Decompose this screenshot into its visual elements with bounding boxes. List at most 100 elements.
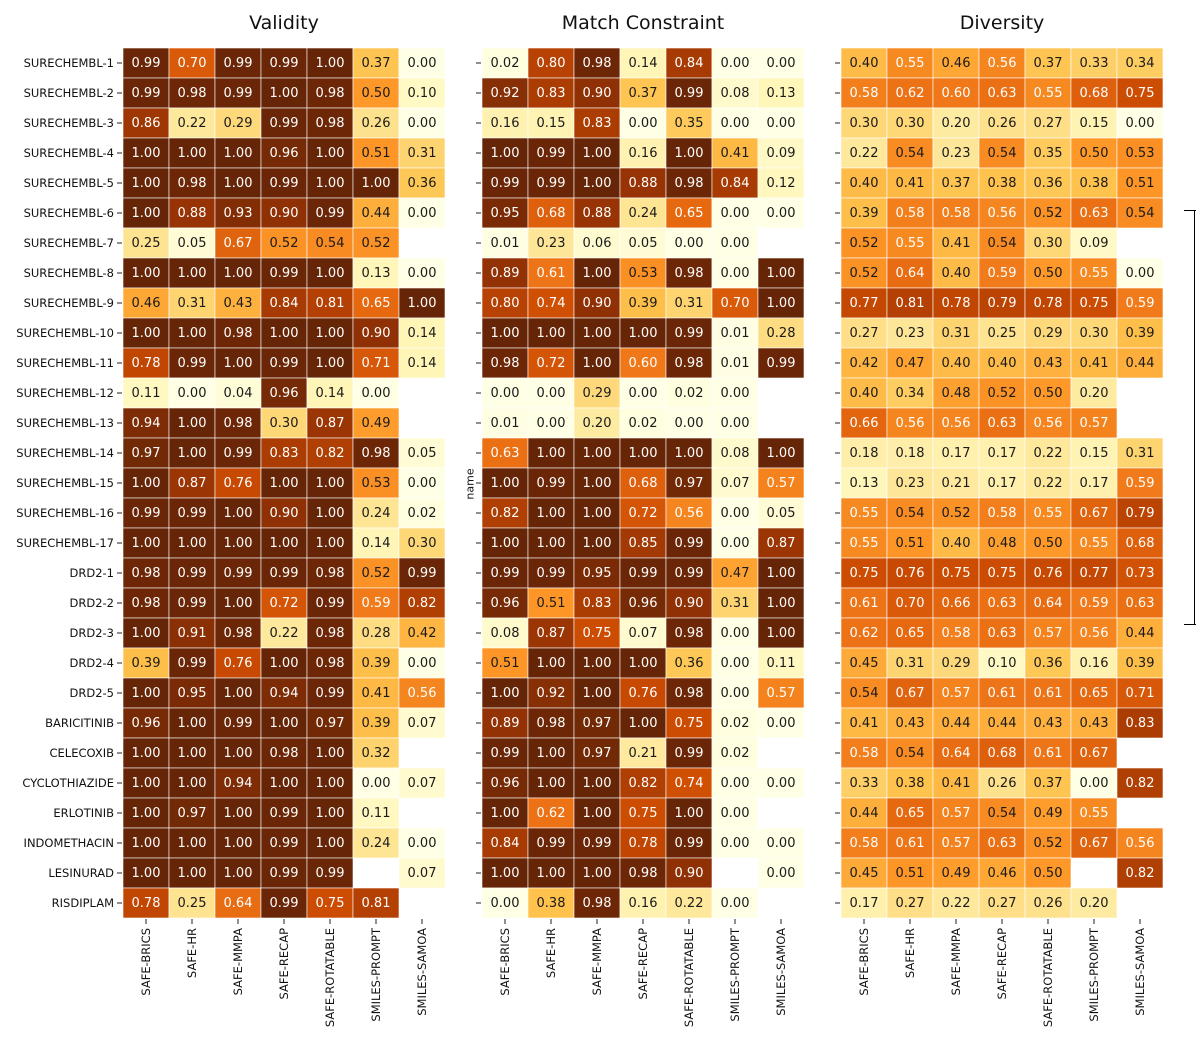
heatmap-cell	[1070, 887, 1118, 919]
cell-value-label: 0.31	[942, 326, 971, 341]
cell-value-label: 0.51	[537, 596, 566, 611]
cell-value-label: 1.00	[629, 656, 658, 671]
cell-value-label: 0.00	[721, 656, 750, 671]
heatmap-cell	[398, 467, 446, 499]
heatmap-cell	[978, 257, 1026, 289]
cell-value-label: 0.50	[362, 86, 391, 101]
heatmap-cell	[260, 377, 308, 409]
heatmap-cell	[840, 557, 888, 589]
cell-value-label: 0.88	[629, 176, 658, 191]
heatmap-cell	[306, 857, 354, 889]
column-label: SAFE-BRICS	[857, 928, 871, 996]
cell-value-label: 1.00	[491, 686, 520, 701]
cell-value-label: 0.16	[629, 146, 658, 161]
cell-value-label: 0.24	[362, 836, 391, 851]
cell-value-label: 0.22	[850, 146, 879, 161]
heatmap-cell	[619, 617, 667, 649]
column-label: SMILES-SAMOA	[415, 928, 429, 1016]
heatmap-cell	[168, 797, 216, 829]
cell-value-label: 0.62	[850, 626, 879, 641]
y-axis-label: name	[464, 468, 477, 499]
heatmap-cell	[306, 317, 354, 349]
heatmap-cell	[214, 437, 262, 469]
cell-value-label: 0.05	[767, 506, 796, 521]
heatmap-cell	[398, 767, 446, 799]
heatmap-cell	[527, 857, 575, 889]
cell-value-label: 0.52	[850, 236, 879, 251]
cell-value-label: 0.70	[896, 596, 925, 611]
heatmap-cell	[932, 557, 980, 589]
heatmap-cell	[711, 167, 759, 199]
heatmap-cell	[978, 347, 1026, 379]
cell-value-label: 0.43	[1034, 356, 1063, 371]
heatmap-cell	[886, 557, 934, 589]
cell-value-label: 0.50	[1034, 536, 1063, 551]
cell-value-label: 0.75	[850, 566, 879, 581]
cell-value-label: 0.56	[1080, 626, 1109, 641]
cell-value-label: 0.20	[1080, 386, 1109, 401]
cell-value-label: 1.00	[178, 446, 207, 461]
colorbar-edge-right	[1194, 210, 1195, 625]
heatmap-cell	[1116, 107, 1164, 139]
cell-value-label: 0.54	[896, 146, 925, 161]
heatmap-cell	[306, 347, 354, 379]
column-label: SAFE-MMPA	[590, 928, 604, 995]
heatmap-cell	[214, 467, 262, 499]
cell-value-label: 1.00	[675, 146, 704, 161]
cell-value-label: 0.01	[721, 356, 750, 371]
cell-value-label: 0.96	[491, 776, 520, 791]
cell-value-label: 0.06	[583, 236, 612, 251]
cell-value-label: 0.79	[988, 296, 1017, 311]
cell-value-label: 0.11	[132, 386, 161, 401]
cell-value-label: 0.21	[629, 746, 658, 761]
cell-value-label: 0.83	[1126, 716, 1155, 731]
cell-value-label: 0.63	[988, 416, 1017, 431]
cell-value-label: 0.98	[675, 176, 704, 191]
cell-value-label: 0.65	[896, 806, 925, 821]
cell-value-label: 0.41	[942, 776, 971, 791]
cell-value-label: 0.62	[896, 86, 925, 101]
cell-value-label: 0.55	[1080, 536, 1109, 551]
cell-value-label: 0.55	[896, 236, 925, 251]
heatmap-cell	[214, 497, 262, 529]
cell-value-label: 0.58	[850, 836, 879, 851]
cell-value-label: 0.98	[132, 596, 161, 611]
cell-value-label: 0.46	[942, 56, 971, 71]
cell-value-label: 0.82	[1126, 776, 1155, 791]
cell-value-label: 0.98	[583, 56, 612, 71]
heatmap-cell	[711, 887, 759, 919]
row-label: DRD2-5	[70, 686, 114, 700]
cell-value-label: 0.63	[491, 446, 520, 461]
cell-value-label: 0.39	[362, 716, 391, 731]
cell-value-label: 1.00	[132, 686, 161, 701]
heatmap-cell	[840, 797, 888, 829]
column-label: SAFE-HR	[185, 928, 199, 978]
heatmap-cell	[1070, 437, 1118, 469]
cell-value-label: 1.00	[362, 176, 391, 191]
cell-value-label: 1.00	[583, 536, 612, 551]
cell-value-label: 1.00	[583, 866, 612, 881]
heatmap-cell	[757, 287, 805, 319]
heatmap-cell	[1116, 437, 1164, 469]
heatmap-cell	[352, 227, 400, 259]
cell-value-label: 0.00	[721, 836, 750, 851]
heatmap-cell	[1024, 407, 1072, 439]
cell-value-label: 1.00	[316, 266, 345, 281]
cell-value-label: 0.96	[270, 146, 299, 161]
heatmap-cell	[619, 317, 667, 349]
cell-value-label: 0.57	[942, 686, 971, 701]
heatmap-cell	[932, 197, 980, 229]
heatmap-cell	[122, 827, 170, 859]
heatmap-cell	[978, 437, 1026, 469]
cell-value-label: 0.84	[721, 176, 750, 191]
cell-value-label: 0.43	[1080, 716, 1109, 731]
heatmap-cell	[665, 857, 713, 889]
heatmap-cell	[1070, 587, 1118, 619]
heatmap-cell	[1024, 557, 1072, 589]
cell-value-label: 1.00	[224, 176, 253, 191]
cell-value-label: 0.61	[537, 266, 566, 281]
cell-value-label: 1.00	[583, 356, 612, 371]
cell-value-label: 0.99	[675, 536, 704, 551]
cell-value-label: 1.00	[537, 746, 566, 761]
cell-value-label: 1.00	[675, 806, 704, 821]
